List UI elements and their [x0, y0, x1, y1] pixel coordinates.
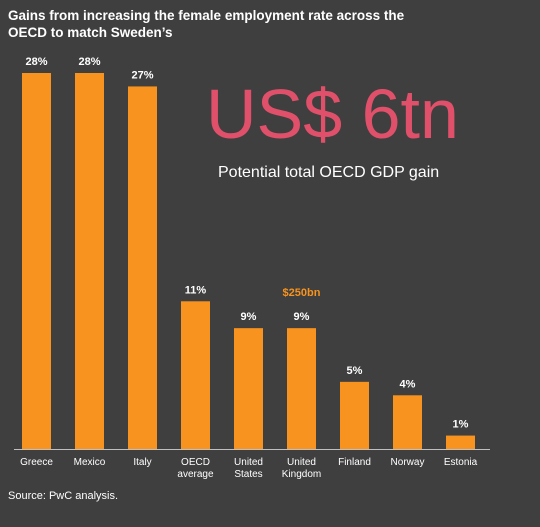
bar — [446, 435, 475, 449]
bar-value-label: 9% — [241, 311, 257, 323]
x-tick-label: Italy — [133, 457, 151, 468]
x-tick-label: United — [287, 457, 316, 468]
headline-figure: US$ 6tn — [206, 75, 459, 153]
x-tick-label: Kingdom — [282, 469, 321, 480]
x-tick-label: Mexico — [74, 457, 106, 468]
chart-title: Gains from increasing the female employm… — [8, 8, 405, 40]
bar — [22, 73, 51, 449]
bar — [181, 301, 210, 449]
bar-value-label: 4% — [400, 378, 416, 390]
bar-value-label: 1% — [453, 419, 469, 431]
x-tick-label: Finland — [338, 457, 371, 468]
x-tick-label: average — [177, 469, 214, 480]
bar — [393, 395, 422, 449]
x-tick-label: Estonia — [444, 457, 478, 468]
headline-caption: Potential total OECD GDP gain — [218, 164, 440, 181]
bar-value-label: 9% — [294, 311, 310, 323]
bar-value-label: 11% — [185, 284, 207, 296]
bar-value-label: 27% — [131, 69, 153, 81]
bar-value-label: 28% — [78, 56, 100, 68]
bar — [287, 328, 316, 449]
bar-annotation: $250bn — [283, 287, 321, 299]
x-tick-label: OECD — [181, 457, 210, 468]
x-tick-label: States — [234, 469, 262, 480]
bar — [75, 73, 104, 449]
bar — [128, 86, 157, 449]
source-note: Source: PwC analysis. — [8, 490, 119, 502]
x-tick-label: United — [234, 457, 263, 468]
x-tick-label: Greece — [20, 457, 53, 468]
bar — [340, 381, 369, 449]
bar — [234, 328, 263, 449]
bar-value-label: 5% — [347, 365, 363, 377]
bar-value-label: 28% — [25, 56, 47, 68]
x-tick-label: Norway — [391, 457, 425, 468]
